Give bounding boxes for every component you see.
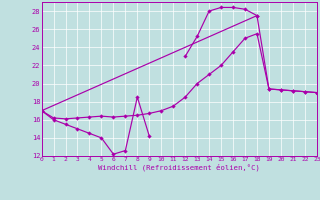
- X-axis label: Windchill (Refroidissement éolien,°C): Windchill (Refroidissement éolien,°C): [98, 164, 260, 171]
